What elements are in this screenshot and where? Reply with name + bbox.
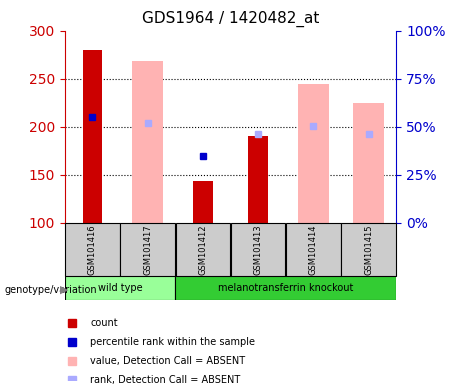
Text: percentile rank within the sample: percentile rank within the sample (90, 337, 255, 347)
Bar (132, 61, 163, 223)
Text: melanotransferrin knockout: melanotransferrin knockout (218, 283, 354, 293)
FancyBboxPatch shape (120, 223, 175, 276)
Title: GDS1964 / 1420482_at: GDS1964 / 1420482_at (142, 10, 319, 26)
Text: rank, Detection Call = ABSENT: rank, Detection Call = ABSENT (90, 375, 241, 384)
FancyBboxPatch shape (231, 223, 285, 276)
FancyBboxPatch shape (175, 276, 396, 300)
FancyBboxPatch shape (176, 223, 230, 276)
FancyBboxPatch shape (286, 223, 341, 276)
FancyBboxPatch shape (65, 223, 119, 276)
Text: value, Detection Call = ABSENT: value, Detection Call = ABSENT (90, 356, 245, 366)
FancyBboxPatch shape (65, 276, 175, 300)
Bar (248, 136, 268, 223)
Text: GSM101412: GSM101412 (198, 224, 207, 275)
FancyBboxPatch shape (342, 223, 396, 276)
Text: GSM101413: GSM101413 (254, 224, 263, 275)
Text: wild type: wild type (98, 283, 142, 293)
Bar (353, 103, 384, 223)
Text: GSM101416: GSM101416 (88, 224, 97, 275)
Text: ▶: ▶ (60, 285, 68, 295)
Text: count: count (90, 318, 118, 328)
Bar (83, 50, 102, 223)
Bar (298, 84, 329, 223)
Text: GSM101417: GSM101417 (143, 224, 152, 275)
Text: GSM101414: GSM101414 (309, 224, 318, 275)
Bar (193, 182, 213, 223)
Text: GSM101415: GSM101415 (364, 224, 373, 275)
Text: genotype/variation: genotype/variation (5, 285, 97, 295)
